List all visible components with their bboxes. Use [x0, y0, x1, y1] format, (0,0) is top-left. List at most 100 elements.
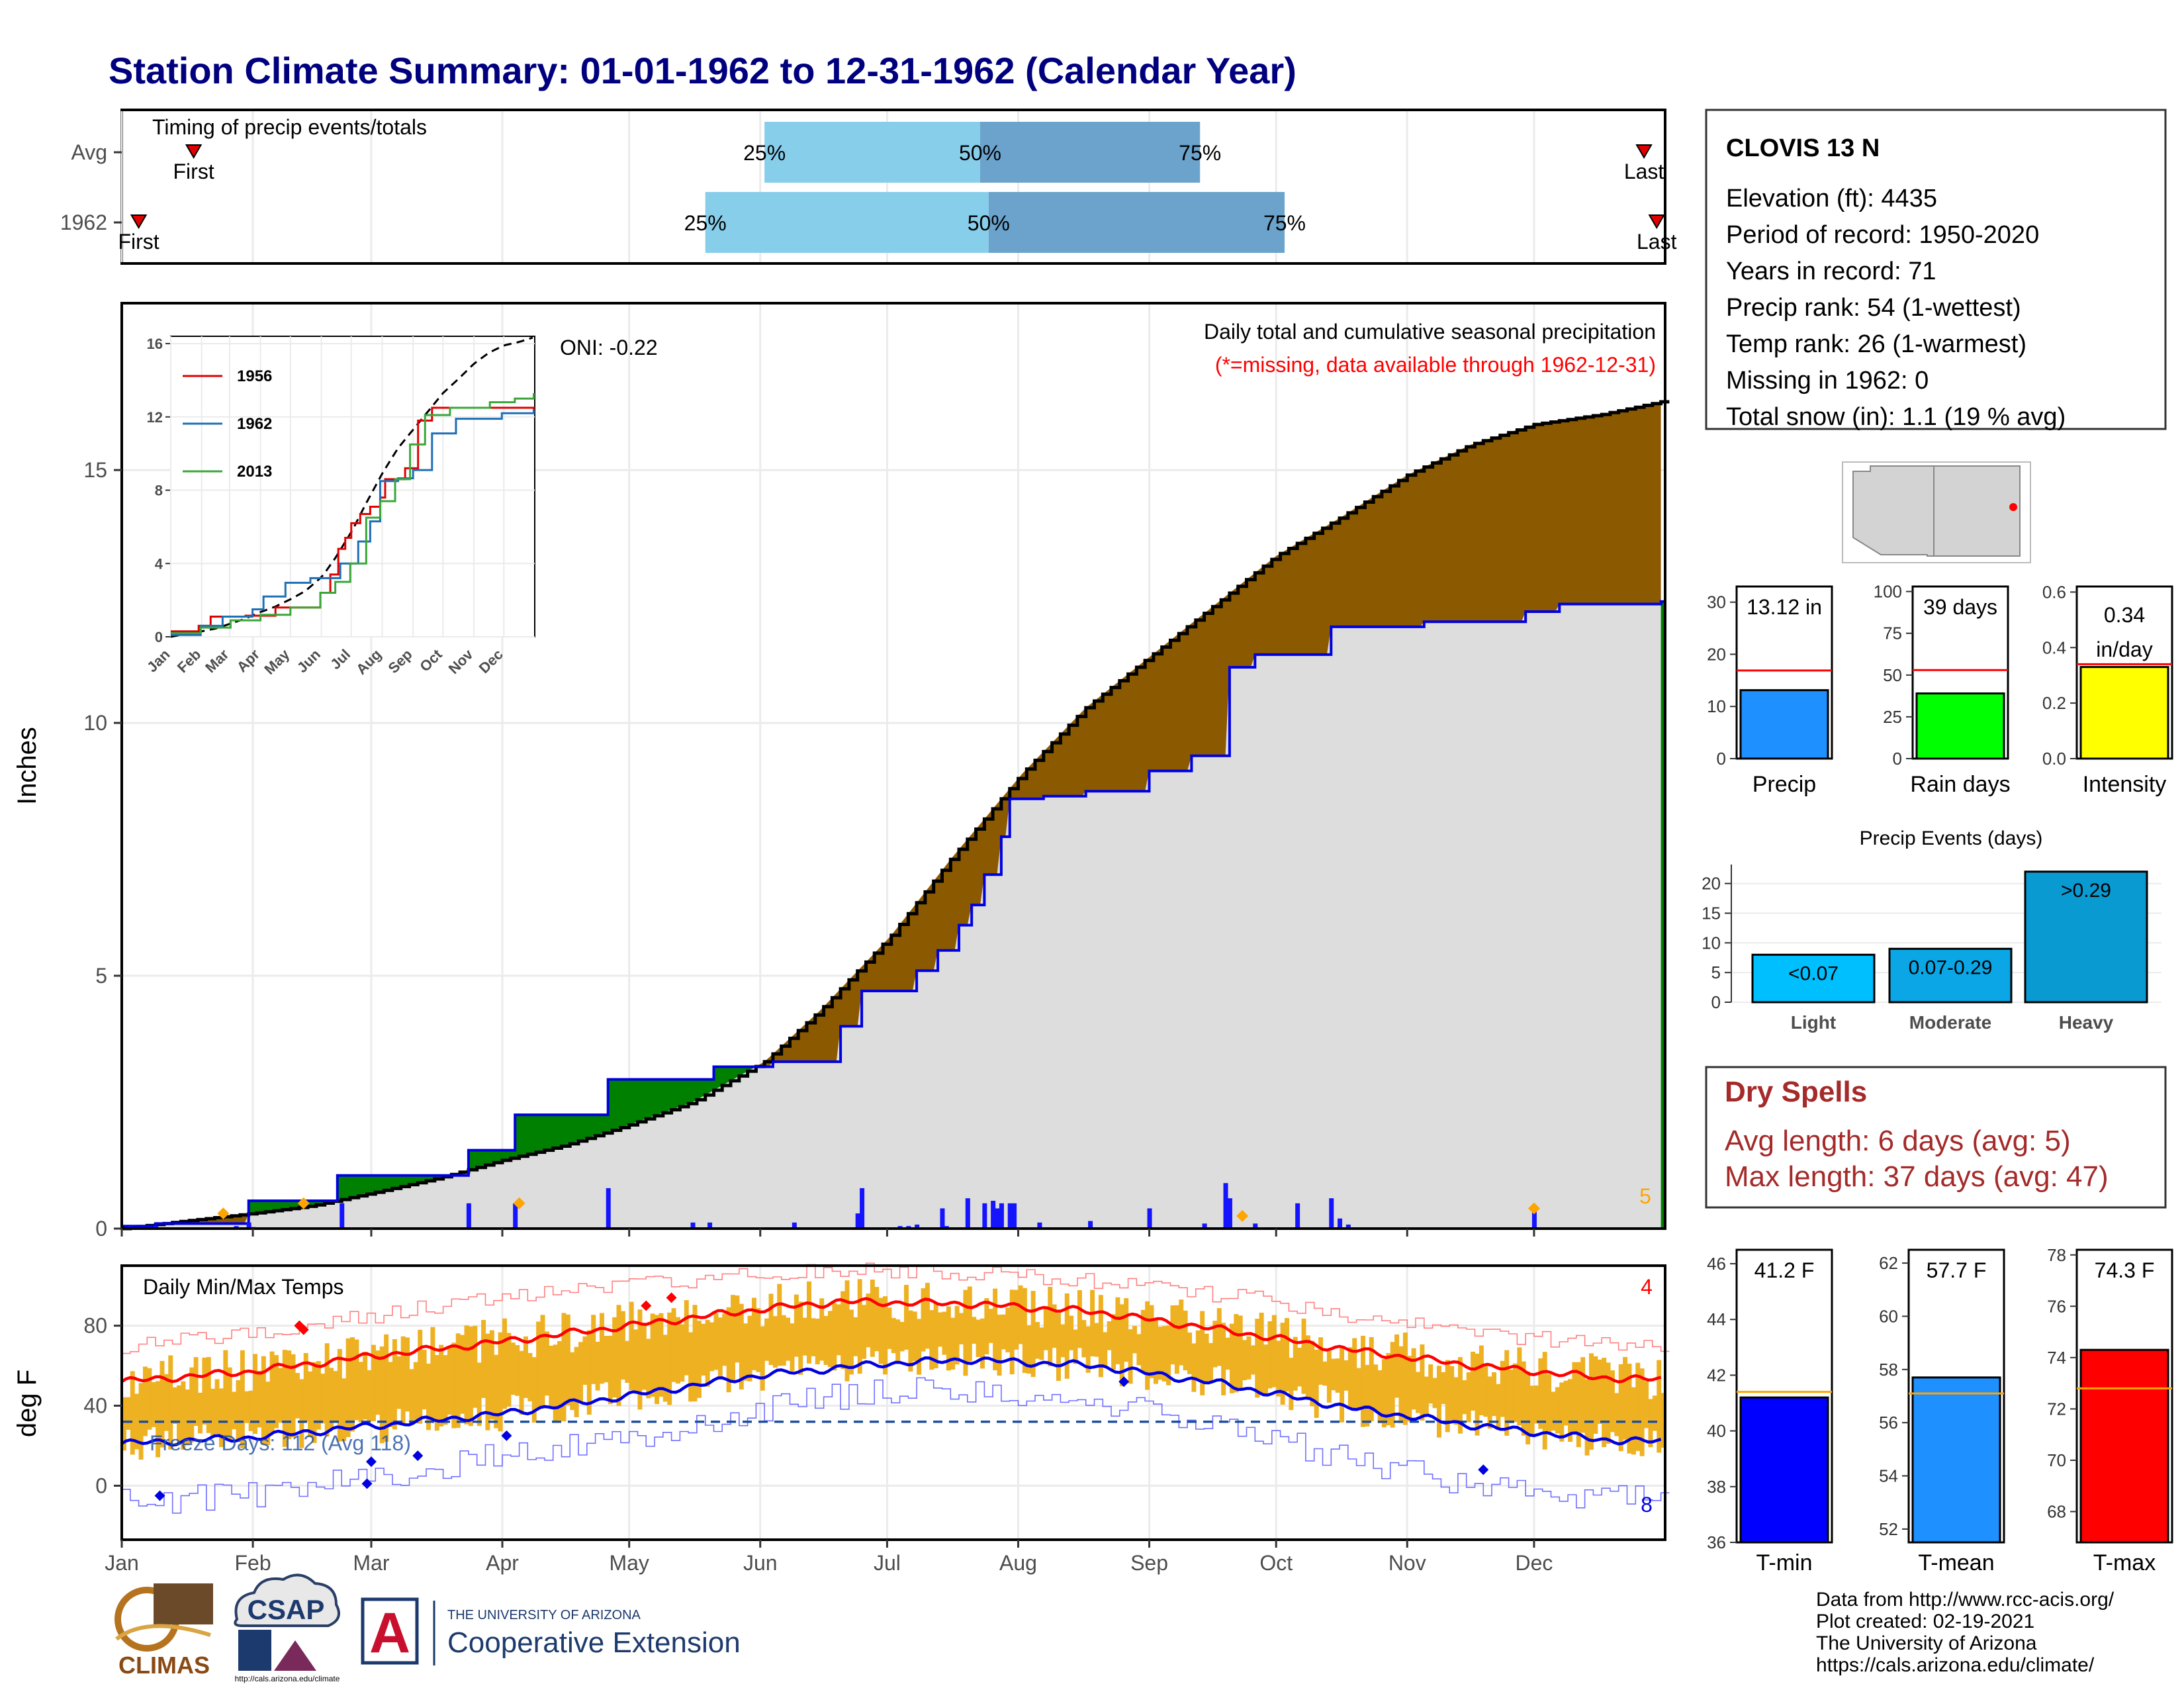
- daily-temp-bar: [637, 1309, 643, 1410]
- record-low-marker: [1118, 1376, 1130, 1387]
- daily-precip-bar: [690, 1222, 696, 1229]
- daily-temp-bar: [903, 1285, 909, 1350]
- daily-temp-bar: [1212, 1321, 1218, 1368]
- daily-temp-bar: [680, 1324, 685, 1382]
- daily-temp-bar: [274, 1355, 279, 1429]
- daily-precip-bar: [995, 1208, 1000, 1229]
- daily-precip-bar: [1345, 1224, 1351, 1229]
- daily-temp-bar: [1225, 1337, 1230, 1370]
- daily-temp-bar: [287, 1350, 292, 1440]
- tempbar-ytick-label: 76: [2047, 1296, 2066, 1316]
- timing-q75-label: 75%: [1263, 211, 1306, 235]
- daily-temp-bar: [1471, 1351, 1476, 1411]
- tempbar-value-text: 57.7 F: [1927, 1258, 1987, 1282]
- daily-temp-bar: [620, 1311, 625, 1380]
- daily-temp-bar: [1551, 1391, 1556, 1431]
- daily-temp-bar: [1416, 1372, 1421, 1413]
- temp-frame: [120, 1264, 1666, 1541]
- daily-temp-bar: [984, 1298, 989, 1354]
- daily-temp-bar: [295, 1373, 300, 1419]
- daily-temp-bar: [747, 1315, 752, 1382]
- daily-temp-bar: [1512, 1363, 1518, 1423]
- minibar-ytick-label: 0: [1893, 749, 1902, 769]
- daily-temp-bar: [917, 1319, 922, 1375]
- daily-temp-bar: [544, 1331, 549, 1396]
- credit-line: Data from http://www.rcc-acis.org/: [1816, 1589, 2115, 1611]
- daily-temp-bar: [688, 1332, 694, 1402]
- inset-ytick-label: 4: [155, 555, 163, 572]
- daily-temp-bar: [1073, 1329, 1078, 1364]
- daily-temp-bar: [1411, 1348, 1416, 1410]
- daily-temp-bar: [434, 1354, 439, 1431]
- daily-temp-bar: [751, 1297, 756, 1370]
- events-title: Precip Events (days): [1860, 827, 2043, 849]
- daily-temp-bar: [1039, 1327, 1044, 1360]
- daily-temp-bar: [781, 1315, 786, 1366]
- daily-temp-bar: [430, 1327, 435, 1421]
- daily-temp-bar: [1060, 1324, 1066, 1358]
- daily-temp-bar: [574, 1346, 579, 1417]
- daily-temp-bar: [764, 1318, 770, 1361]
- daily-temp-bar: [210, 1388, 216, 1438]
- daily-temp-bar: [786, 1317, 791, 1361]
- page-title: Station Climate Summary: 01-01-1962 to 1…: [109, 50, 1297, 91]
- daily-temp-bar: [705, 1319, 710, 1387]
- tempbar-ytick-label: 74: [2047, 1348, 2066, 1368]
- daily-temp-bar: [772, 1316, 778, 1368]
- daily-precip-bar: [466, 1203, 471, 1229]
- freeze-days-label: Freeze Days: 112 (Avg 118): [150, 1431, 411, 1455]
- daily-temp-bar: [646, 1338, 651, 1399]
- events-bar: [1751, 953, 1876, 1004]
- daily-temp-bar: [827, 1311, 833, 1368]
- minibar-value-text: 39 days: [1923, 595, 1997, 619]
- daily-temp-bar: [1098, 1295, 1103, 1378]
- daily-temp-bar: [1547, 1374, 1552, 1434]
- daily-temp-bar: [172, 1387, 177, 1424]
- daily-temp-bar: [473, 1325, 478, 1408]
- daily-temp-bar: [1014, 1289, 1019, 1350]
- tempbar-value-bar: [2079, 1348, 2169, 1544]
- daily-temp-bar: [214, 1379, 220, 1434]
- credit-line: https://cals.arizona.edu/climate/: [1816, 1654, 2095, 1676]
- daily-temp-bar: [1221, 1323, 1226, 1395]
- tempbar-ytick-label: 38: [1707, 1477, 1726, 1497]
- daily-temp-bar: [1593, 1356, 1598, 1434]
- daily-temp-bar: [464, 1325, 469, 1425]
- daily-temp-bar: [134, 1393, 140, 1450]
- daily-precip-bar: [707, 1222, 713, 1229]
- daily-temp-bar: [1606, 1362, 1611, 1444]
- daily-temp-bar: [1453, 1377, 1459, 1425]
- events-bar: [1888, 947, 2013, 1004]
- minibar-ytick-label: 10: [1707, 696, 1726, 716]
- daily-temp-bar: [942, 1311, 947, 1355]
- timing-first-marker: [185, 144, 203, 159]
- daily-temp-bar: [650, 1313, 655, 1397]
- daily-temp-bar: [185, 1389, 190, 1446]
- timing-panel-label: Timing of precip events/totals: [152, 115, 427, 139]
- timing-last-marker: [1635, 144, 1653, 159]
- daily-temp-bar: [612, 1317, 617, 1397]
- daily-temp-bar: [443, 1355, 448, 1425]
- events-ytick-label: 20: [1702, 874, 1721, 894]
- daily-temp-bar: [384, 1334, 389, 1442]
- minibar-ytick-label: 100: [1874, 582, 1902, 602]
- tempbar-label: T-mean: [1918, 1550, 1994, 1575]
- timing-q25-50-bar: [705, 192, 989, 253]
- daily-temp-bar: [798, 1301, 803, 1375]
- daily-temp-bar: [836, 1304, 841, 1356]
- dry-max-length: Max length: 37 days (avg: 47): [1725, 1160, 2109, 1193]
- daily-temp-bar: [1428, 1364, 1433, 1404]
- daily-temp-bar: [1496, 1383, 1501, 1430]
- temp-panel: 0 40 80 Jan Feb Mar Apr May Jun Jul Aug Sep Oct Nov De…: [13, 1262, 1670, 1575]
- daily-temp-bar: [358, 1362, 363, 1423]
- daily-temp-bar: [1390, 1342, 1395, 1428]
- minibar-value-text: in/day: [2096, 637, 2152, 661]
- daily-temp-bar: [227, 1367, 232, 1440]
- daily-temp-bar: [1635, 1362, 1641, 1451]
- tempbar-ytick-label: 60: [1879, 1306, 1898, 1326]
- avg-tmin-line: [120, 1356, 1662, 1447]
- daily-temp-bar: [409, 1369, 414, 1423]
- precip-ytick-label: 5: [95, 964, 107, 988]
- daily-temp-bar: [1623, 1356, 1628, 1440]
- minibar-ytick-label: 0.6: [2042, 582, 2066, 602]
